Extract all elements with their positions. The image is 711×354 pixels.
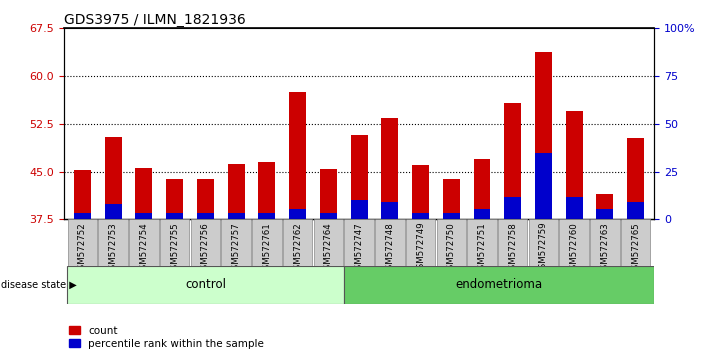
Bar xyxy=(535,153,552,219)
Bar xyxy=(566,111,582,219)
Bar xyxy=(406,219,435,266)
Bar xyxy=(258,213,275,219)
Text: GSM572748: GSM572748 xyxy=(385,222,395,275)
Bar xyxy=(258,162,275,219)
Bar xyxy=(320,169,337,219)
Bar xyxy=(74,213,91,219)
Bar xyxy=(535,52,552,219)
Text: GSM572754: GSM572754 xyxy=(139,222,149,275)
Bar xyxy=(381,202,398,219)
Bar xyxy=(443,213,460,219)
Bar xyxy=(289,92,306,219)
Bar xyxy=(166,179,183,219)
Bar xyxy=(98,219,128,266)
Bar xyxy=(627,138,644,219)
Text: GSM572757: GSM572757 xyxy=(232,222,240,275)
Bar xyxy=(437,219,466,266)
Bar xyxy=(344,219,374,266)
Bar xyxy=(590,219,620,266)
Bar xyxy=(68,219,97,266)
Bar xyxy=(252,219,282,266)
Bar xyxy=(504,103,521,219)
Bar xyxy=(228,164,245,219)
Bar xyxy=(621,219,651,266)
Bar xyxy=(597,209,614,219)
Bar xyxy=(504,196,521,219)
Bar xyxy=(105,137,122,219)
Bar xyxy=(351,200,368,219)
Bar xyxy=(74,170,91,219)
Bar xyxy=(443,179,460,219)
Text: GSM572747: GSM572747 xyxy=(355,222,363,275)
Text: GSM572756: GSM572756 xyxy=(201,222,210,275)
Bar xyxy=(529,219,558,266)
Bar xyxy=(566,196,582,219)
Bar xyxy=(412,165,429,219)
Bar xyxy=(314,219,343,266)
Bar xyxy=(136,213,152,219)
Bar xyxy=(412,213,429,219)
Text: GSM572760: GSM572760 xyxy=(570,222,579,275)
Bar xyxy=(105,204,122,219)
Text: GSM572753: GSM572753 xyxy=(109,222,117,275)
Bar xyxy=(320,213,337,219)
Text: GSM572750: GSM572750 xyxy=(447,222,456,275)
Bar xyxy=(283,219,312,266)
Legend: count, percentile rank within the sample: count, percentile rank within the sample xyxy=(69,326,264,349)
Bar xyxy=(191,219,220,266)
Bar xyxy=(467,219,497,266)
Bar xyxy=(67,266,343,304)
Bar xyxy=(375,219,405,266)
Text: disease state ▶: disease state ▶ xyxy=(1,280,77,290)
Text: GSM572758: GSM572758 xyxy=(508,222,517,275)
Text: GSM572751: GSM572751 xyxy=(478,222,486,275)
Text: GSM572762: GSM572762 xyxy=(293,222,302,275)
Bar xyxy=(597,194,614,219)
Bar xyxy=(197,213,214,219)
Bar xyxy=(197,179,214,219)
Bar xyxy=(289,209,306,219)
Bar xyxy=(474,209,491,219)
Text: GDS3975 / ILMN_1821936: GDS3975 / ILMN_1821936 xyxy=(64,13,246,27)
Bar xyxy=(166,213,183,219)
Bar xyxy=(228,213,245,219)
Text: GSM572749: GSM572749 xyxy=(416,222,425,274)
Bar xyxy=(351,135,368,219)
Text: GSM572763: GSM572763 xyxy=(601,222,609,275)
Bar xyxy=(560,219,589,266)
Bar xyxy=(136,168,152,219)
Bar xyxy=(381,118,398,219)
Text: GSM572759: GSM572759 xyxy=(539,222,548,274)
Bar xyxy=(343,266,654,304)
Text: GSM572752: GSM572752 xyxy=(78,222,87,275)
Bar xyxy=(221,219,251,266)
Bar xyxy=(627,202,644,219)
Text: control: control xyxy=(185,279,226,291)
Bar xyxy=(129,219,159,266)
Text: GSM572764: GSM572764 xyxy=(324,222,333,275)
Text: endometrioma: endometrioma xyxy=(455,279,542,291)
Bar xyxy=(498,219,528,266)
Text: GSM572765: GSM572765 xyxy=(631,222,640,275)
Text: GSM572755: GSM572755 xyxy=(170,222,179,275)
Text: GSM572761: GSM572761 xyxy=(262,222,272,275)
Bar xyxy=(474,159,491,219)
Bar xyxy=(160,219,189,266)
